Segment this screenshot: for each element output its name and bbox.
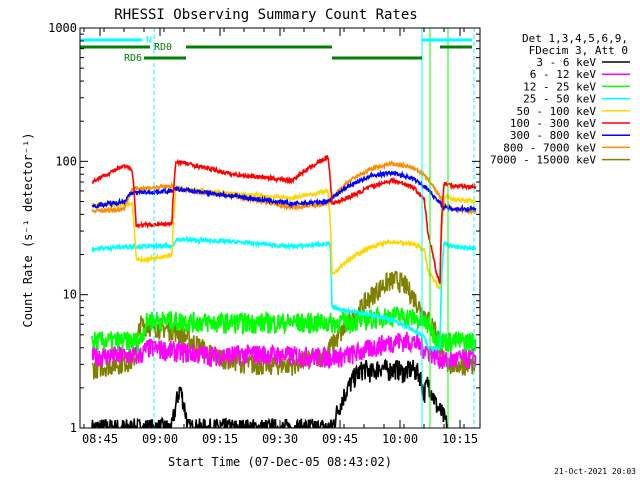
legend-label-5: 100 - 300 keV — [510, 117, 596, 130]
legend-label-8: 7000 - 15000 keV — [490, 154, 596, 167]
series-line-1 — [91, 331, 477, 370]
legend-label-0: 3 - 6 keV — [536, 56, 596, 69]
series-line-8 — [91, 270, 477, 380]
y-tick-label-0: 1 — [70, 421, 77, 435]
x-tick-label-4: 09:45 — [322, 432, 358, 446]
x-tick-label-5: 10:00 — [382, 432, 418, 446]
bar-label-n: N — [146, 35, 152, 46]
bar-label-rd6: RD6 — [124, 53, 142, 64]
chart-title: RHESSI Observing Summary Count Rates — [114, 7, 417, 23]
legend-label-1: 6 - 12 keV — [530, 68, 597, 81]
x-tick-label-1: 09:00 — [142, 432, 178, 446]
legend-label-4: 50 - 100 keV — [517, 105, 597, 118]
x-tick-label-6: 10:15 — [442, 432, 478, 446]
plot-frame — [79, 27, 481, 429]
series-line-0 — [91, 358, 449, 428]
legend-header-line-1: Det 1,3,4,5,6,9, — [522, 32, 628, 45]
x-tick-label-2: 09:15 — [202, 432, 238, 446]
bar-label-rd0: RD0 — [154, 42, 172, 53]
y-tick-label-3: 1000 — [48, 21, 77, 35]
y-tick-label-1: 10 — [63, 288, 77, 302]
series-line-4 — [91, 184, 477, 290]
vline-layer — [80, 28, 475, 428]
series-line-5 — [91, 155, 477, 284]
series-line-7 — [91, 160, 477, 216]
legend-label-3: 25 - 50 keV — [523, 93, 596, 106]
x-tick-label-3: 09:30 — [262, 432, 298, 446]
x-tick-label-0: 08:45 — [82, 432, 118, 446]
series-line-2 — [91, 305, 477, 355]
series-line-3 — [91, 235, 477, 353]
legend-label-7: 800 - 7000 keV — [503, 141, 596, 154]
x-axis-label: Start Time (07-Dec-05 08:43:02) — [168, 455, 392, 469]
series-layer — [91, 155, 477, 428]
legend-header-line-2: FDecim 3, Att 0 — [529, 44, 628, 57]
y-axis-label: Count Rate (s⁻¹ detector⁻¹) — [21, 132, 35, 327]
y-tick-label-2: 100 — [55, 154, 77, 168]
series-line-6 — [91, 169, 477, 214]
axis-ticks: 1 10 100 1000 08:45 09:00 09:15 09:30 09:45 10:00… — [48, 21, 480, 446]
legend-label-2: 12 - 25 keV — [523, 80, 596, 93]
generated-timestamp: 21-Oct-2021 20:03 — [554, 467, 636, 476]
legend-label-6: 300 - 800 keV — [510, 129, 596, 142]
legend: Det 1,3,4,5,6,9, FDecim 3, Att 0 3 - 6 k… — [490, 32, 630, 167]
